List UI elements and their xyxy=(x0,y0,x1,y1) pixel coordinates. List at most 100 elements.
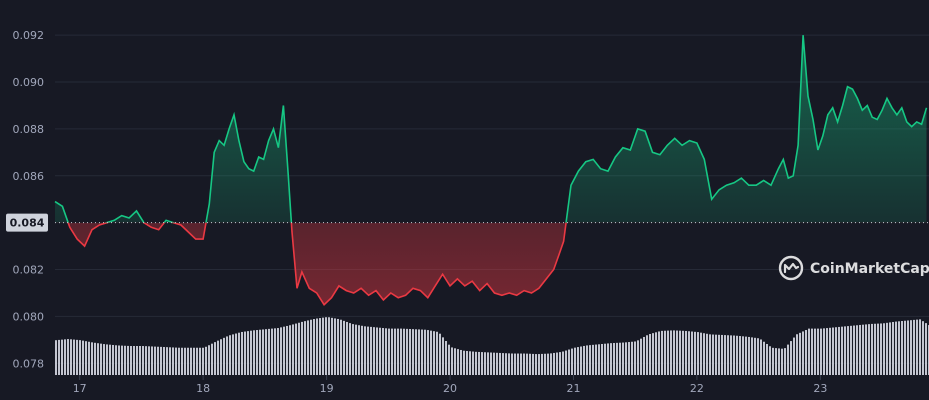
volume-bar xyxy=(190,347,192,375)
volume-bar xyxy=(688,331,690,375)
volume-bar xyxy=(361,325,363,375)
volume-bar xyxy=(97,343,99,375)
volume-bar xyxy=(409,328,411,375)
volume-bar xyxy=(283,326,285,375)
volume-bar xyxy=(334,318,336,375)
volume-bar xyxy=(766,343,768,375)
volume-bar xyxy=(790,341,792,375)
y-tick-label: 0.090 xyxy=(13,76,45,89)
volume-bar xyxy=(808,328,810,375)
volume-bar xyxy=(646,335,648,375)
volume-bar xyxy=(217,340,219,375)
volume-bar xyxy=(475,351,477,375)
volume-bar xyxy=(853,325,855,375)
volume-bar xyxy=(349,323,351,375)
volume-bar xyxy=(445,341,447,375)
volume-bar xyxy=(400,328,402,375)
volume-bar xyxy=(385,328,387,375)
volume-bar xyxy=(157,346,159,375)
volume-bar xyxy=(328,317,330,375)
volume-bar xyxy=(664,330,666,375)
volume-bar xyxy=(76,339,78,375)
volume-bar xyxy=(730,335,732,375)
volume-bar xyxy=(391,328,393,375)
volume-bar xyxy=(70,339,72,375)
volume-bar xyxy=(604,343,606,375)
volume-bar xyxy=(871,323,873,375)
volume-bar xyxy=(247,331,249,375)
volume-bar xyxy=(835,327,837,375)
volume-bar xyxy=(550,353,552,375)
volume-bar xyxy=(202,347,204,375)
volume-bar xyxy=(724,335,726,375)
volume-bar xyxy=(94,342,96,375)
volume-bar xyxy=(751,337,753,375)
volume-bar xyxy=(877,323,879,375)
volume-bar xyxy=(685,330,687,375)
volume-bar xyxy=(259,329,261,375)
volume-bar xyxy=(856,325,858,375)
volume-bar xyxy=(172,347,174,375)
volume-bar xyxy=(463,350,465,375)
volume-bar xyxy=(457,349,459,375)
volume-bar xyxy=(319,318,321,375)
volume-bar xyxy=(133,346,135,375)
volume-bar xyxy=(412,329,414,375)
x-tick-label: 20 xyxy=(443,382,457,395)
volume-bar xyxy=(220,339,222,375)
volume-bar xyxy=(643,336,645,375)
volume-bar xyxy=(571,348,573,375)
volume-bar xyxy=(310,319,312,375)
volume-bar xyxy=(649,333,651,375)
volume-bar xyxy=(520,353,522,375)
volume-bar xyxy=(340,319,342,375)
volume-bar xyxy=(181,347,183,375)
volume-bar xyxy=(352,324,354,375)
volume-bar xyxy=(913,319,915,375)
volume-bar xyxy=(472,351,474,375)
volume-bar xyxy=(892,321,894,375)
volume-bar xyxy=(712,334,714,375)
volume-bar xyxy=(67,339,69,375)
volume-bar xyxy=(601,343,603,375)
volume-bar xyxy=(544,353,546,375)
volume-bar xyxy=(742,336,744,375)
volume-bar xyxy=(118,345,120,375)
volume-bar xyxy=(583,345,585,375)
volume-bar xyxy=(130,346,132,375)
price-area-above-baseline xyxy=(55,35,927,223)
volume-bar xyxy=(832,327,834,375)
volume-bar xyxy=(265,329,267,375)
coinmarketcap-logo-icon xyxy=(778,255,804,281)
volume-bar xyxy=(484,352,486,375)
volume-bar xyxy=(511,353,513,375)
volume-bar xyxy=(415,329,417,375)
volume-bar xyxy=(634,341,636,375)
volume-bar xyxy=(700,332,702,375)
volume-bar xyxy=(73,339,75,375)
x-tick-label: 23 xyxy=(813,382,827,395)
volume-bar xyxy=(733,335,735,375)
volume-bar xyxy=(541,353,543,375)
volume-bar xyxy=(439,333,441,375)
volume-bar xyxy=(382,328,384,375)
volume-bar xyxy=(694,331,696,375)
volume-bar xyxy=(286,325,288,375)
volume-bar xyxy=(610,343,612,375)
volume-bar xyxy=(229,335,231,375)
volume-bar xyxy=(673,330,675,375)
volume-bar xyxy=(547,353,549,375)
volume-bar xyxy=(268,328,270,375)
volume-bar xyxy=(238,332,240,375)
volume-bar xyxy=(166,347,168,375)
volume-bar xyxy=(232,334,234,375)
volume-bar xyxy=(187,347,189,375)
volume-bar xyxy=(658,331,660,375)
baseline-price-badge: 0.084 xyxy=(6,213,48,232)
volume-bar xyxy=(424,329,426,375)
volume-bar xyxy=(517,353,519,375)
volume-bar xyxy=(364,326,366,375)
volume-bar xyxy=(652,333,654,375)
volume-bar xyxy=(739,336,741,375)
volume-bar xyxy=(793,337,795,375)
